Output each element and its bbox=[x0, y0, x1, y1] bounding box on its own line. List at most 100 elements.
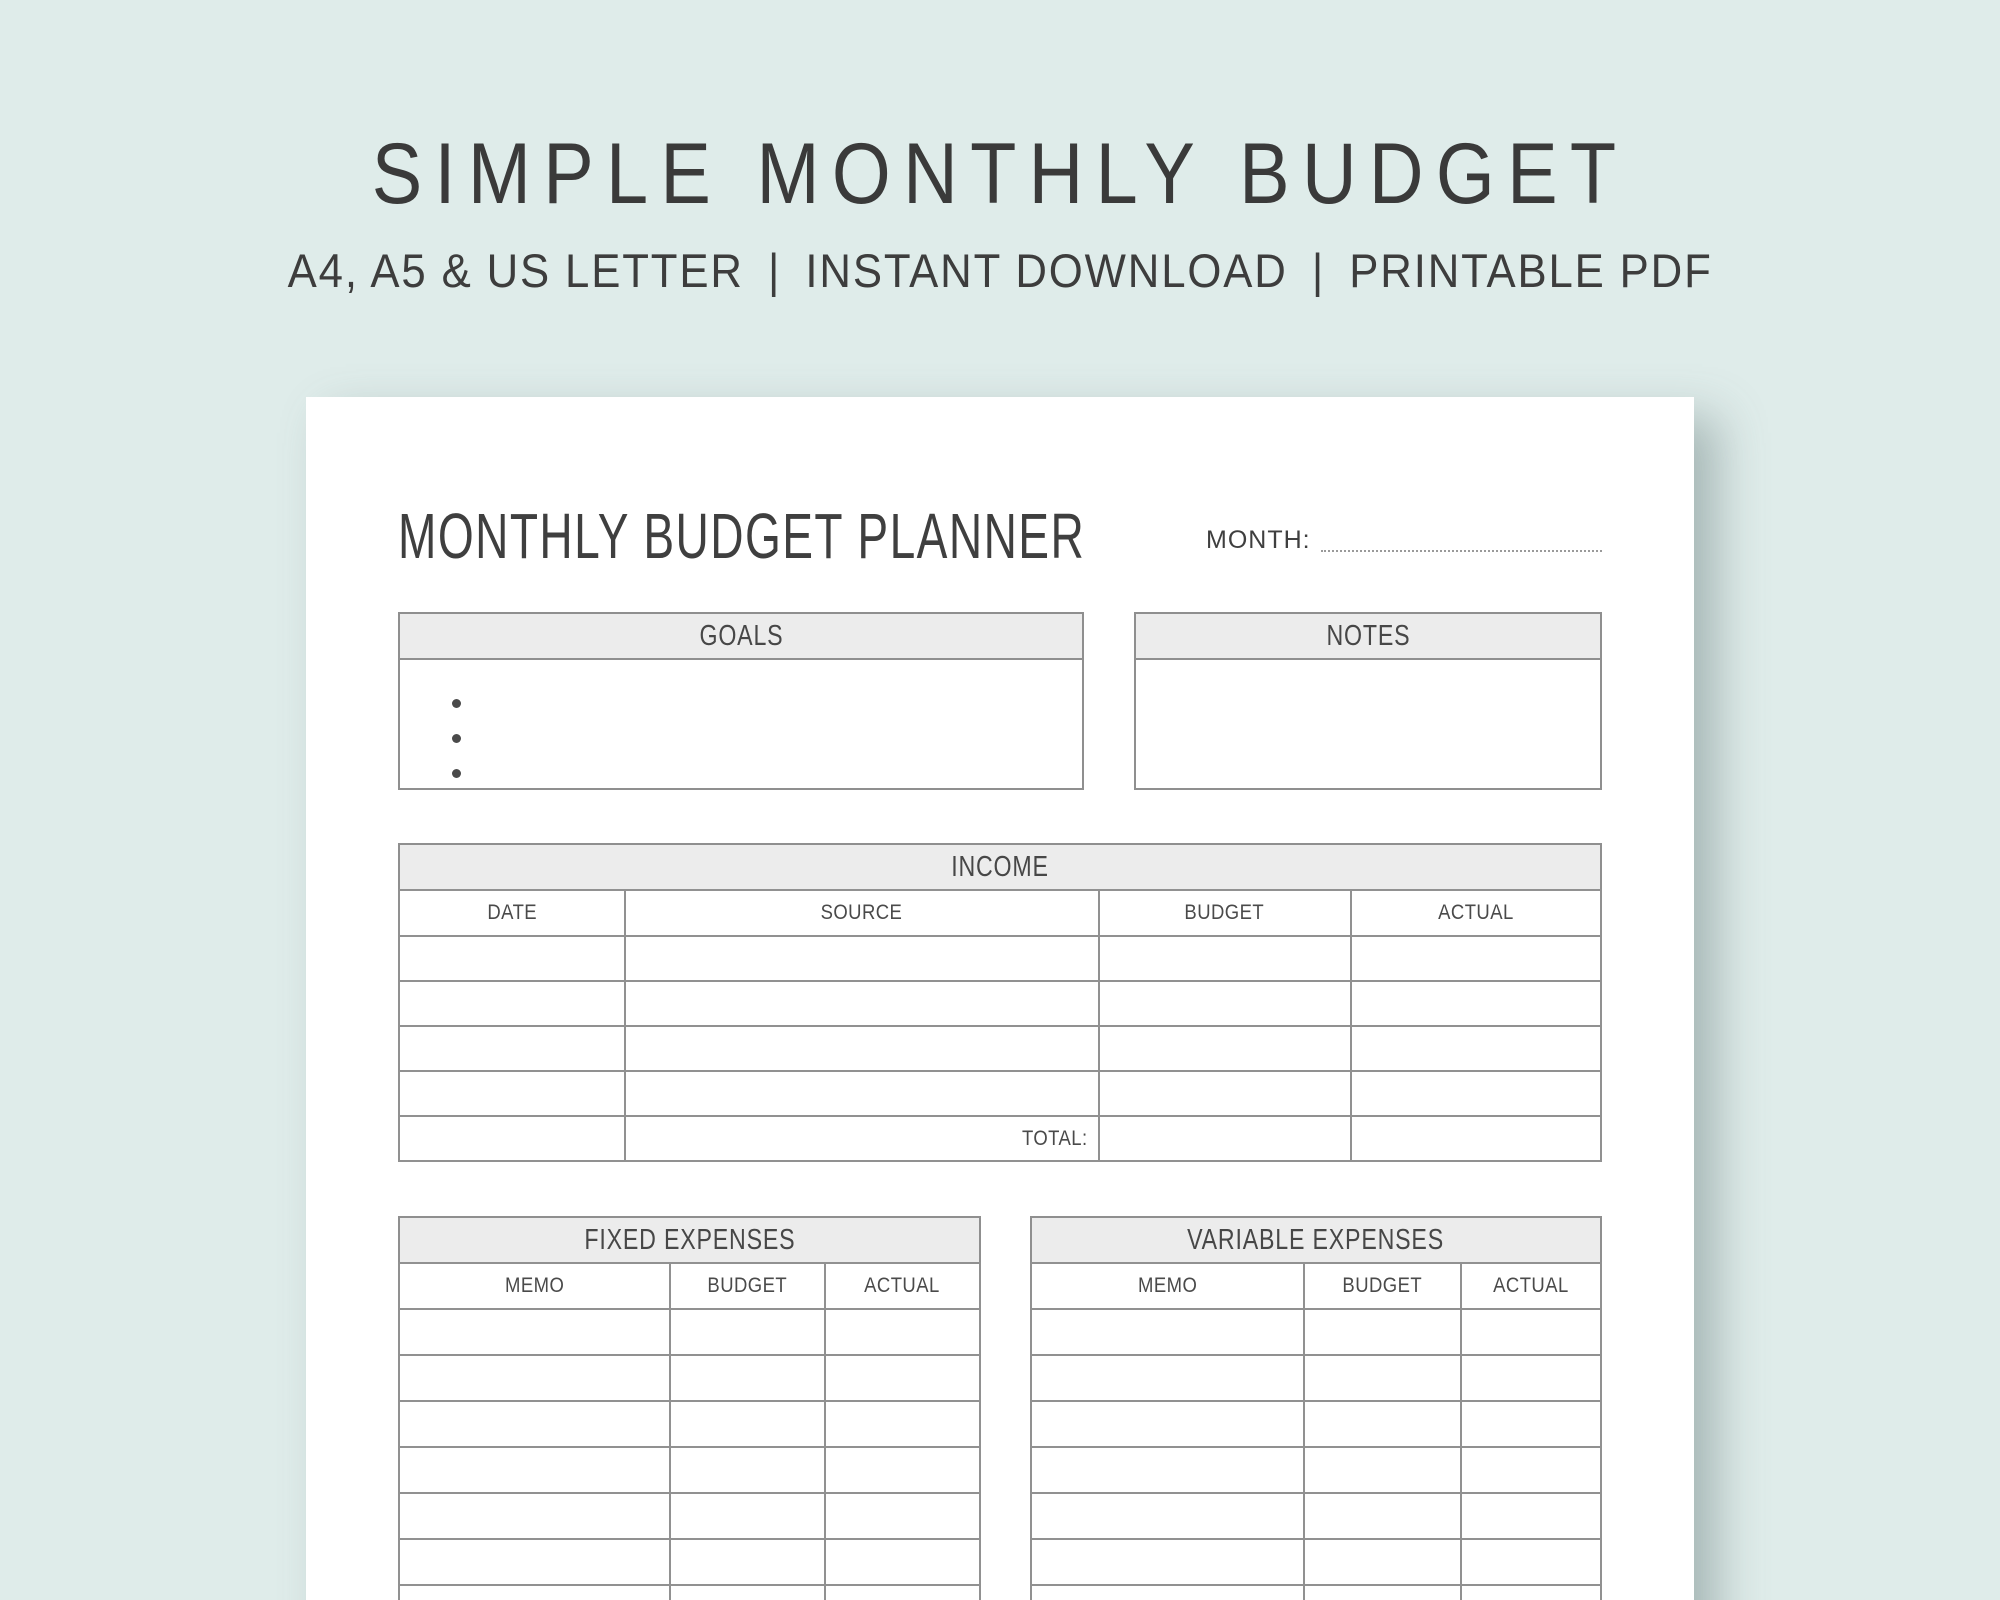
table-cell bbox=[1459, 1354, 1603, 1402]
table-cell bbox=[1029, 1584, 1306, 1600]
month-field: MONTH: bbox=[1206, 525, 1602, 555]
expense-row bbox=[397, 1538, 982, 1586]
goal-line bbox=[452, 686, 1082, 721]
table-cell bbox=[1349, 935, 1603, 982]
table-cell bbox=[1459, 1400, 1603, 1448]
table-cell bbox=[1459, 1492, 1603, 1540]
hero-title-text: SIMPLE MONTHLY BUDGET bbox=[371, 126, 1629, 222]
month-fill-line bbox=[1320, 526, 1602, 552]
expense-row bbox=[397, 1492, 982, 1540]
table-cell bbox=[397, 1400, 672, 1448]
hero-title: SIMPLE MONTHLY BUDGET bbox=[0, 131, 2000, 217]
column-header-actual: ACTUAL bbox=[823, 1262, 982, 1310]
table-cell bbox=[1029, 1354, 1306, 1402]
table-cell bbox=[623, 935, 1100, 982]
table-cell bbox=[823, 1400, 982, 1448]
expense-row bbox=[1029, 1538, 1603, 1586]
goal-bullet-icon bbox=[452, 734, 461, 743]
table-cell bbox=[1029, 1400, 1306, 1448]
income-total-actual-cell bbox=[1349, 1115, 1603, 1162]
expense-row bbox=[1029, 1492, 1603, 1540]
expense-row bbox=[1029, 1354, 1603, 1402]
column-header-memo: MEMO bbox=[1029, 1262, 1306, 1310]
table-cell bbox=[669, 1446, 826, 1494]
table-cell bbox=[398, 1025, 626, 1072]
planner-page: MONTHLY BUDGET PLANNER MONTH: GOALS NOTE… bbox=[306, 397, 1694, 1600]
column-header-budget: BUDGET bbox=[1097, 889, 1352, 937]
table-cell bbox=[1303, 1354, 1462, 1402]
table-cell bbox=[397, 1308, 672, 1356]
subtitle-separator: | bbox=[767, 244, 782, 297]
income-total-label-cell: TOTAL: bbox=[623, 1115, 1100, 1162]
table-cell bbox=[398, 935, 626, 982]
table-cell bbox=[823, 1354, 982, 1402]
expense-row bbox=[1029, 1308, 1603, 1356]
notes-body bbox=[1134, 658, 1602, 790]
column-header-budget: BUDGET bbox=[669, 1262, 826, 1310]
table-cell bbox=[1459, 1538, 1603, 1586]
column-header-source: SOURCE bbox=[623, 889, 1100, 937]
table-cell bbox=[823, 1584, 982, 1600]
column-header-actual: ACTUAL bbox=[1459, 1262, 1603, 1310]
notes-header: NOTES bbox=[1134, 612, 1602, 658]
fixed-expenses-table: MEMO BUDGET ACTUAL bbox=[397, 1262, 982, 1600]
table-cell bbox=[1349, 1070, 1603, 1117]
goal-bullet-icon bbox=[452, 699, 461, 708]
goal-line bbox=[452, 756, 1082, 791]
fixed-column-header-row: MEMO BUDGET ACTUAL bbox=[397, 1262, 982, 1310]
table-cell bbox=[623, 980, 1100, 1027]
table-cell bbox=[669, 1354, 826, 1402]
column-header-date: DATE bbox=[398, 889, 626, 937]
expense-row bbox=[397, 1400, 982, 1448]
table-cell bbox=[1459, 1584, 1603, 1600]
expense-row bbox=[397, 1446, 982, 1494]
goals-notes-row: GOALS NOTES bbox=[398, 612, 1602, 790]
subtitle-part-formats: A4, A5 & US LETTER bbox=[287, 244, 744, 297]
expense-row bbox=[397, 1354, 982, 1402]
table-cell bbox=[669, 1400, 826, 1448]
table-cell bbox=[1097, 1025, 1352, 1072]
column-header-budget: BUDGET bbox=[1303, 1262, 1462, 1310]
table-cell bbox=[669, 1584, 826, 1600]
table-cell bbox=[669, 1492, 826, 1540]
table-cell bbox=[1303, 1446, 1462, 1494]
subtitle-part-pdf: PRINTABLE PDF bbox=[1349, 244, 1713, 297]
table-cell bbox=[823, 1308, 982, 1356]
goals-section: GOALS bbox=[398, 612, 1084, 790]
table-cell bbox=[398, 980, 626, 1027]
table-cell bbox=[623, 1070, 1100, 1117]
table-cell bbox=[823, 1538, 982, 1586]
income-total-budget-cell bbox=[1097, 1115, 1352, 1162]
table-cell bbox=[397, 1446, 672, 1494]
goal-bullet-icon bbox=[452, 769, 461, 778]
table-cell bbox=[623, 1025, 1100, 1072]
income-column-header-row: DATE SOURCE BUDGET ACTUAL bbox=[398, 889, 1603, 937]
goals-body bbox=[398, 658, 1084, 790]
income-table: DATE SOURCE BUDGET ACTUAL TOTAL: bbox=[398, 889, 1603, 1162]
hero-subtitle: A4, A5 & US LETTER | INSTANT DOWNLOAD | PRIN… bbox=[0, 247, 2000, 295]
table-cell bbox=[1303, 1538, 1462, 1586]
table-cell bbox=[1029, 1446, 1306, 1494]
table-cell bbox=[397, 1584, 672, 1600]
month-label: MONTH: bbox=[1206, 526, 1311, 554]
income-row bbox=[398, 1025, 1603, 1072]
table-cell bbox=[1029, 1538, 1306, 1586]
table-cell bbox=[397, 1538, 672, 1586]
income-header: INCOME bbox=[398, 843, 1602, 889]
expense-row bbox=[397, 1584, 982, 1600]
income-section: INCOME DATE SOURCE BUDGET ACTUAL bbox=[398, 843, 1603, 1162]
table-cell bbox=[1303, 1584, 1462, 1600]
table-cell bbox=[669, 1538, 826, 1586]
table-cell bbox=[1097, 935, 1352, 982]
table-cell bbox=[397, 1354, 672, 1402]
table-cell bbox=[398, 1115, 626, 1162]
variable-expenses-section: VARIABLE EXPENSES MEMO BUDGET ACTUAL bbox=[1029, 1216, 1603, 1600]
table-cell bbox=[669, 1308, 826, 1356]
variable-column-header-row: MEMO BUDGET ACTUAL bbox=[1029, 1262, 1603, 1310]
table-cell bbox=[1303, 1308, 1462, 1356]
table-cell bbox=[1029, 1308, 1306, 1356]
column-header-memo: MEMO bbox=[397, 1262, 672, 1310]
table-cell bbox=[1349, 980, 1603, 1027]
table-cell bbox=[1097, 1070, 1352, 1117]
subtitle-separator: | bbox=[1311, 244, 1325, 297]
